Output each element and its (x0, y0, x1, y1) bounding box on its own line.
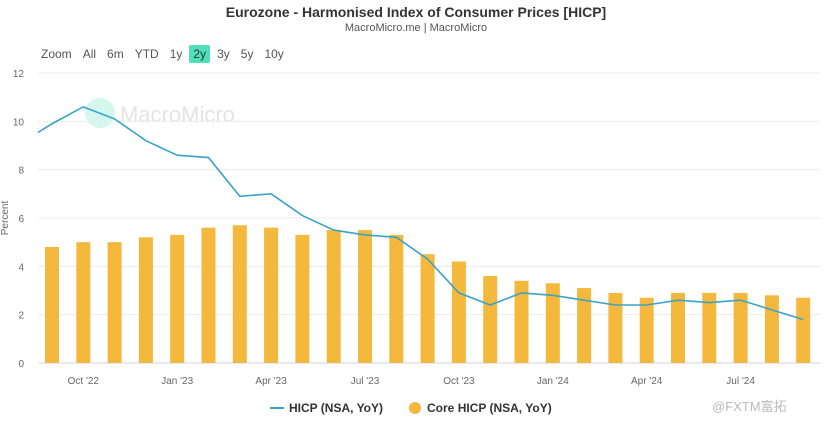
hicp-point (113, 117, 116, 120)
x-tick-label: Jul '23 (351, 376, 380, 387)
y-axis-label: Percent (0, 201, 11, 236)
hicp-line (38, 105, 804, 321)
hicp-point (144, 139, 147, 142)
core-hicp-bar (639, 297, 654, 363)
chart-subtitle: MacroMicro.me | MacroMicro (344, 22, 488, 34)
range-3y[interactable]: 3y (217, 47, 230, 61)
hicp-point (364, 233, 367, 236)
watermark: MacroMicro (120, 102, 235, 127)
core-hicp-bar (201, 227, 216, 363)
hicp-point (270, 192, 273, 195)
x-tick-label: Oct '22 (68, 376, 100, 387)
range-1y[interactable]: 1y (169, 47, 183, 61)
y-tick-label: 10 (13, 117, 25, 128)
core-hicp-bar (76, 242, 91, 363)
hicp-point (238, 195, 241, 198)
hicp-point (739, 299, 742, 302)
hicp-point (395, 236, 398, 239)
hicp-point (708, 301, 711, 304)
core-hicp-bar (45, 247, 59, 363)
range-2y[interactable]: 2y (189, 45, 211, 63)
y-tick-label: 0 (18, 359, 24, 370)
hicp-point (802, 318, 805, 321)
hicp-point (176, 154, 179, 157)
core-hicp-bar (764, 295, 779, 363)
hicp-point (82, 105, 85, 108)
x-tick-label: Apr '23 (255, 376, 287, 387)
hicp-point (426, 258, 429, 261)
legend-core-hicp[interactable]: Core HICP (NSA, YoY) (427, 401, 552, 415)
core-hicp-bar (608, 292, 623, 363)
range-ytd[interactable]: YTD (134, 47, 159, 61)
core-hicp-bar (420, 254, 435, 363)
hicp-point (51, 122, 54, 125)
core-hicp-bar (483, 276, 498, 363)
core-hicp-bar (170, 234, 185, 363)
core-hicp-bar (796, 297, 811, 363)
core-hicp-bar (389, 234, 404, 363)
corner-watermark: @FXTM富拓 (712, 399, 787, 414)
x-tick-label: Jul '24 (726, 376, 755, 387)
core-hicp-bar (577, 288, 592, 363)
core-hicp-bar (232, 225, 247, 363)
zoom-label: Zoom (41, 47, 72, 61)
y-tick-label: 8 (18, 166, 24, 177)
core-hicp-bar (451, 261, 466, 363)
y-tick-label: 4 (18, 262, 24, 273)
core-hicp-bar (107, 242, 122, 363)
x-tick-label: Apr '24 (631, 376, 663, 387)
y-tick-label: 6 (18, 214, 24, 225)
hicp-point (520, 291, 523, 294)
hicp-point (583, 299, 586, 302)
y-tick-label: 12 (13, 69, 25, 80)
core-hicp-bar (326, 230, 341, 363)
range-10y[interactable]: 10y (264, 47, 284, 61)
x-tick-label: Oct '23 (443, 376, 475, 387)
chart-title: Eurozone - Harmonised Index of Consumer … (225, 4, 607, 20)
core-hicp-bar (733, 292, 748, 363)
range-6m[interactable]: 6m (107, 47, 124, 61)
range-selector: Zoom All 6m YTD 1y 2y 3y 5y 10y (37, 45, 291, 63)
legend-hicp[interactable]: HICP (NSA, YoY) (289, 401, 384, 415)
legend-dot-icon (409, 402, 422, 414)
core-hicp-bar (358, 230, 372, 363)
core-hicp-bar (295, 234, 310, 363)
core-hicp-bar (264, 227, 279, 363)
x-tick-label: Jan '23 (161, 376, 193, 387)
hicp-point (677, 299, 680, 302)
legend-line-icon (270, 407, 284, 409)
hicp-point (551, 294, 554, 297)
core-hicp-bar (545, 283, 560, 363)
hicp-point (457, 291, 460, 294)
hicp-point (301, 214, 304, 217)
hicp-point (614, 304, 617, 307)
x-tick-label: Jan '24 (537, 376, 569, 387)
hicp-point (770, 308, 773, 311)
range-5y[interactable]: 5y (240, 47, 254, 61)
core-hicp-bar (514, 280, 529, 363)
hicp-point (332, 229, 335, 232)
hicp-point (207, 156, 210, 159)
range-all[interactable]: All (82, 47, 97, 61)
hicp-point (489, 304, 492, 307)
core-hicp-bar (138, 237, 153, 363)
y-tick-label: 2 (18, 311, 24, 322)
core-hicp-bar (671, 292, 685, 363)
core-hicp-bar (702, 292, 717, 363)
hicp-point (645, 304, 648, 307)
legend: HICP (NSA, YoY) Core HICP (NSA, YoY) (270, 401, 552, 415)
